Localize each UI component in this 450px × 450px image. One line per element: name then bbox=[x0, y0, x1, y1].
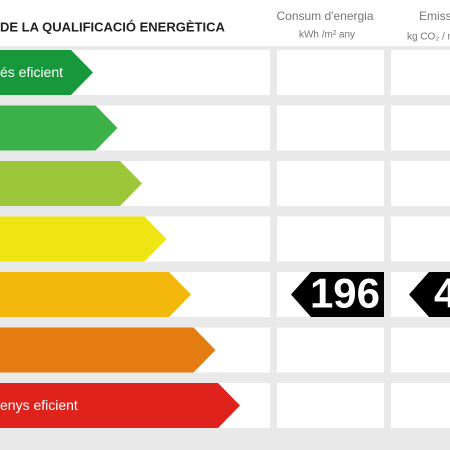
cell bbox=[391, 161, 450, 206]
rating-bar bbox=[0, 161, 142, 206]
header-title: DE LA QUALIFICACIÓ ENERGÈTICA bbox=[0, 19, 225, 34]
rating-bar bbox=[0, 383, 240, 428]
cell bbox=[391, 50, 450, 95]
cell bbox=[391, 383, 450, 428]
rating-bar bbox=[0, 216, 167, 262]
cell bbox=[277, 161, 384, 206]
rating-bar bbox=[0, 50, 93, 95]
rating-bar bbox=[0, 327, 216, 373]
rating-value: 196 bbox=[310, 270, 380, 317]
column-unit: kWh /m² any bbox=[299, 30, 355, 41]
scale-label: és eficient bbox=[0, 64, 63, 80]
rating-bar bbox=[0, 272, 191, 317]
cell bbox=[391, 105, 450, 151]
cell bbox=[391, 327, 450, 373]
column-unit: kg CO₂ / n bbox=[407, 32, 450, 43]
cell bbox=[277, 327, 384, 373]
column-title: Consum d'energia bbox=[276, 9, 373, 23]
cell bbox=[277, 383, 384, 428]
column-title: Emissi bbox=[419, 9, 450, 23]
cell bbox=[277, 216, 384, 262]
rating-indicator bbox=[409, 272, 450, 317]
rating-value: 4 bbox=[434, 270, 450, 317]
cell bbox=[391, 216, 450, 262]
scale-label: enys eficient bbox=[0, 397, 78, 413]
header-band bbox=[0, 0, 450, 46]
rating-bar bbox=[0, 105, 118, 151]
cell bbox=[277, 50, 384, 95]
rating-indicator bbox=[291, 272, 384, 317]
cell bbox=[277, 105, 384, 151]
